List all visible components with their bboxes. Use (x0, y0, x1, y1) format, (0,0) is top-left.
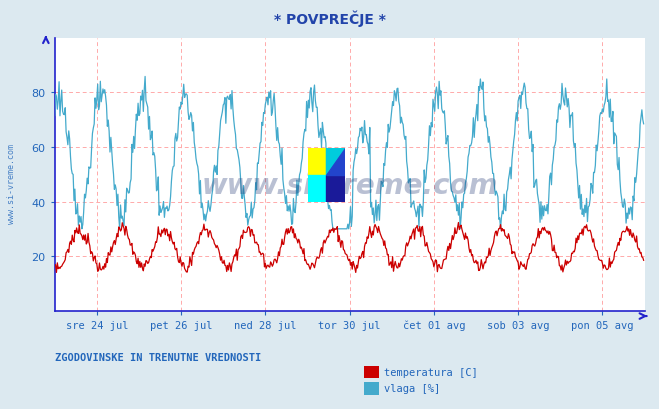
Bar (308, 149, 326, 175)
Text: ZGODOVINSKE IN TRENUTNE VREDNOSTI: ZGODOVINSKE IN TRENUTNE VREDNOSTI (55, 352, 261, 362)
Bar (308, 175, 326, 202)
Polygon shape (326, 149, 345, 175)
Text: www.si-vreme.com: www.si-vreme.com (202, 172, 498, 200)
Text: vlaga [%]: vlaga [%] (384, 384, 440, 393)
Text: www.si-vreme.com: www.si-vreme.com (7, 144, 16, 224)
Text: temperatura [C]: temperatura [C] (384, 367, 478, 377)
Bar (326, 175, 345, 202)
Text: * POVPREČJE *: * POVPREČJE * (273, 10, 386, 27)
Polygon shape (326, 149, 345, 175)
